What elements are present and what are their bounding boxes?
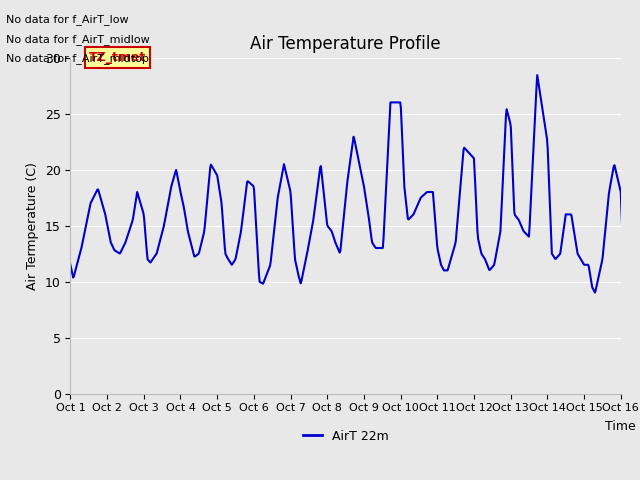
X-axis label: Time: Time <box>605 420 636 433</box>
Text: TZ_tmet: TZ_tmet <box>89 51 146 64</box>
Legend: AirT 22m: AirT 22m <box>298 425 394 448</box>
Text: No data for f_AirT_midlow: No data for f_AirT_midlow <box>6 34 150 45</box>
Y-axis label: Air Termperature (C): Air Termperature (C) <box>26 162 39 289</box>
Title: Air Temperature Profile: Air Temperature Profile <box>250 35 441 53</box>
Text: No data for f_AirT_low: No data for f_AirT_low <box>6 14 129 25</box>
Text: No data for f_AirT_midtop: No data for f_AirT_midtop <box>6 53 149 64</box>
